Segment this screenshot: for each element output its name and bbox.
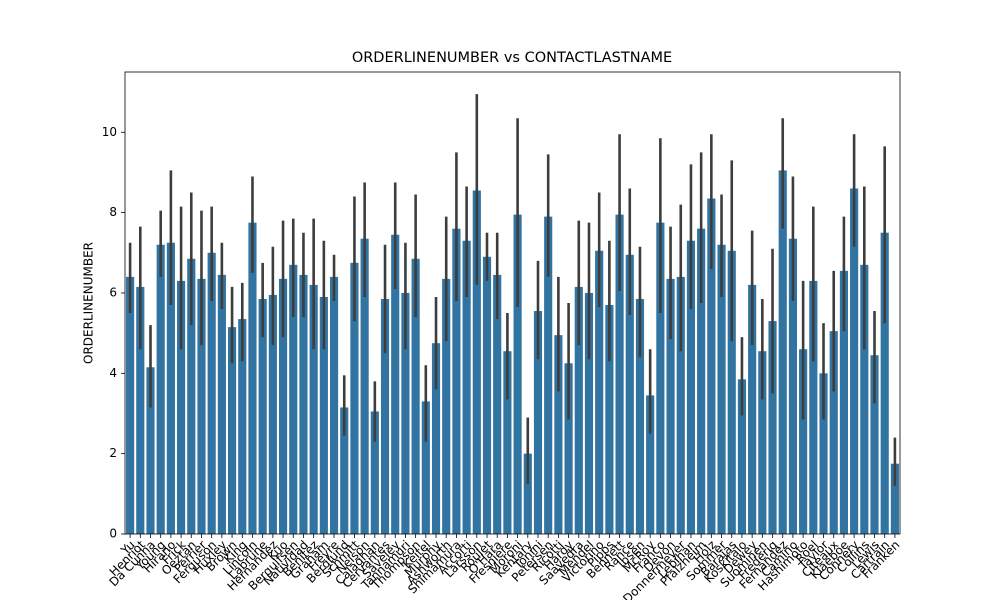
bar (788, 238, 798, 534)
bar (227, 327, 237, 534)
bar (778, 170, 787, 534)
bar (666, 278, 675, 534)
bar (299, 274, 308, 534)
bar (370, 411, 379, 534)
bar (727, 250, 736, 534)
bar (197, 278, 206, 534)
bar (890, 463, 899, 534)
bar (850, 188, 859, 535)
bar (421, 401, 430, 534)
bar (707, 198, 716, 534)
bar (809, 280, 818, 534)
bar (411, 258, 420, 534)
bar (136, 286, 145, 534)
bar (605, 305, 614, 534)
bar (482, 256, 492, 534)
bar (340, 407, 349, 534)
bar (472, 190, 481, 534)
bar (646, 395, 655, 534)
y-tick-label: 0 (109, 527, 117, 541)
y-tick-label: 10 (102, 125, 117, 139)
bar (380, 298, 390, 534)
bar (217, 274, 226, 534)
bar (156, 244, 165, 534)
y-tick-label: 4 (109, 366, 117, 380)
bar (146, 367, 155, 534)
bar (289, 264, 298, 534)
bar (513, 214, 522, 535)
bar (686, 240, 696, 534)
bar (819, 373, 828, 534)
bar (401, 292, 410, 534)
y-tick-label: 8 (109, 205, 117, 219)
bar (452, 228, 461, 534)
bar (860, 264, 869, 534)
y-tick-label: 6 (109, 285, 117, 299)
bar (839, 270, 848, 534)
bar (187, 258, 196, 534)
bar (635, 298, 645, 534)
bar (554, 335, 563, 534)
bar (544, 216, 553, 534)
bar (656, 222, 665, 535)
bar (737, 379, 747, 534)
bar (207, 252, 216, 535)
bar (595, 250, 604, 534)
bar (768, 321, 777, 534)
bar (493, 274, 502, 534)
bar (503, 351, 512, 534)
bar (391, 234, 400, 534)
bar (177, 280, 186, 534)
bar (564, 363, 573, 534)
bar (360, 238, 369, 534)
chart-title: ORDERLINENUMBER vs CONTACTLASTNAME (352, 50, 672, 66)
plot-frame (124, 71, 901, 535)
bar (880, 232, 889, 534)
bar (625, 254, 634, 534)
bar (676, 276, 685, 534)
bar (309, 284, 318, 534)
bar (319, 296, 328, 534)
bar (758, 351, 767, 534)
bar (697, 228, 706, 534)
bar (258, 298, 267, 534)
bar (717, 244, 726, 534)
bar (126, 276, 135, 534)
bar (431, 343, 441, 534)
y-tick-label: 2 (109, 446, 117, 460)
bar (166, 242, 175, 534)
bar (523, 453, 532, 534)
bar (442, 278, 451, 534)
bar (584, 292, 594, 534)
bar (268, 294, 277, 534)
bar (329, 276, 339, 534)
bar (350, 262, 359, 534)
bar (248, 222, 257, 535)
bar (462, 240, 471, 534)
bar (748, 284, 757, 534)
bar (829, 331, 838, 534)
bar (799, 349, 808, 534)
bar (870, 355, 879, 534)
bar (615, 214, 624, 535)
bar (238, 319, 247, 534)
bar (278, 278, 288, 534)
bar (574, 286, 583, 534)
bar (533, 311, 543, 534)
y-axis-label: ORDERLINENUMBER (82, 242, 96, 364)
